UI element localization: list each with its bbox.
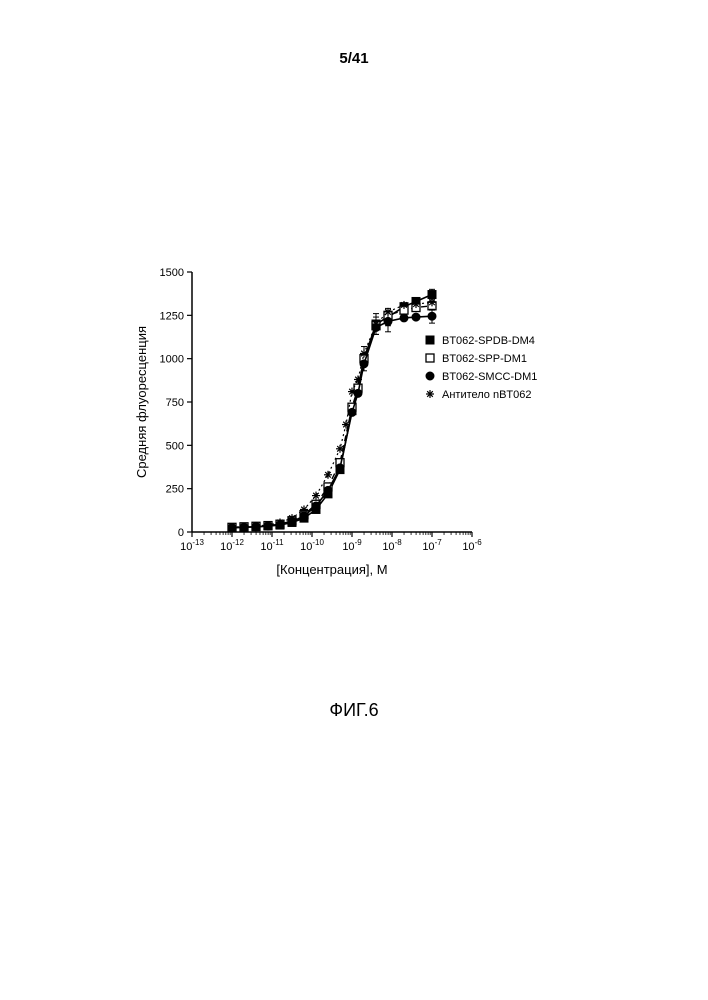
svg-text:750: 750 bbox=[166, 397, 184, 409]
svg-text:0: 0 bbox=[178, 527, 184, 539]
svg-text:10-9: 10-9 bbox=[342, 538, 362, 553]
svg-text:BT062-SPDB-DM4: BT062-SPDB-DM4 bbox=[442, 335, 535, 347]
svg-text:1000: 1000 bbox=[160, 354, 184, 366]
svg-text:10-12: 10-12 bbox=[220, 538, 244, 553]
fluorescence-chart: 0 250 500 750 1000 1250 1500 10-13 10-12 10-11 10-… bbox=[130, 260, 590, 620]
svg-text:1250: 1250 bbox=[160, 310, 184, 322]
svg-text:250: 250 bbox=[166, 484, 184, 496]
svg-text:10-8: 10-8 bbox=[382, 538, 402, 553]
page: 5/41 0 250 500 750 1000 1250 1500 10-13 10-12 10-… bbox=[0, 0, 708, 1000]
svg-text:Средняя флуоресценция: Средняя флуоресценция bbox=[134, 326, 149, 478]
page-number: 5/41 bbox=[0, 50, 708, 67]
svg-text:500: 500 bbox=[166, 440, 184, 452]
svg-text:10-11: 10-11 bbox=[260, 538, 284, 553]
chart-svg: 0 250 500 750 1000 1250 1500 10-13 10-12 10-11 10-… bbox=[130, 260, 590, 620]
figure-caption: ФИГ.6 bbox=[0, 700, 708, 721]
svg-text:1500: 1500 bbox=[160, 267, 184, 279]
svg-text:10-6: 10-6 bbox=[462, 538, 482, 553]
svg-text:Антитело nBT062: Антитело nBT062 bbox=[442, 389, 532, 401]
svg-text:10-10: 10-10 bbox=[300, 538, 324, 553]
svg-text:10-13: 10-13 bbox=[180, 538, 204, 553]
svg-text:[Концентрация], M: [Концентрация], M bbox=[276, 562, 387, 577]
svg-text:10-7: 10-7 bbox=[422, 538, 442, 553]
svg-text:BT062-SMCC-DM1: BT062-SMCC-DM1 bbox=[442, 371, 537, 383]
svg-text:BT062-SPP-DM1: BT062-SPP-DM1 bbox=[442, 353, 527, 365]
